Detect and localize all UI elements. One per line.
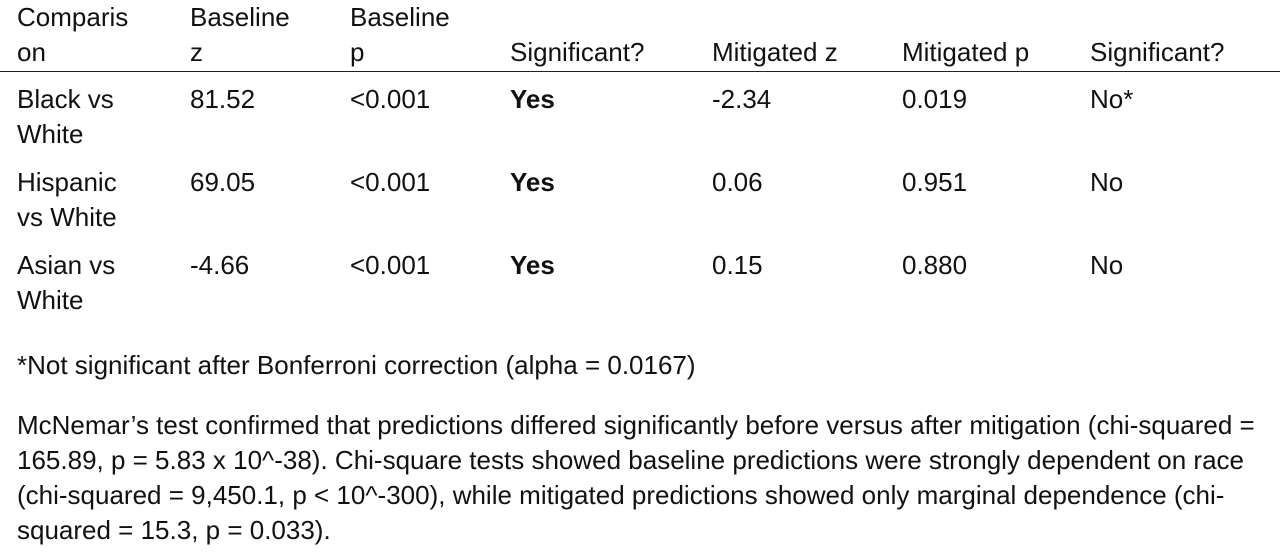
table-cell: Yes: [510, 155, 712, 238]
header-text: Mitigated p: [902, 37, 1030, 67]
header-text: Comparison: [17, 2, 129, 67]
header-text: Baseline z: [190, 2, 290, 67]
table-cell: Hispanic vs White: [17, 155, 190, 238]
table-cell: 81.52: [190, 72, 350, 156]
header-row: Comparison Baseline z Baseline p Significan…: [0, 0, 1280, 72]
header-text: Significant?: [1090, 37, 1225, 67]
header-text: Significant?: [510, 37, 645, 67]
header-cell: Mitigated z: [712, 0, 902, 72]
cell-text: Asian vs White: [17, 250, 116, 315]
table-cell: -2.34: [712, 72, 902, 156]
header-text: Mitigated z: [712, 37, 838, 67]
table-cell: 0.06: [712, 155, 902, 238]
cell-text: 0.06: [712, 167, 763, 197]
cell-text: No: [1090, 250, 1124, 280]
cell-text: <0.001: [350, 167, 431, 197]
table-cell: Black vs White: [17, 72, 190, 156]
paragraph: McNemar’s test confirmed that prediction…: [17, 410, 1255, 545]
header-cell: Mitigated p: [902, 0, 1090, 72]
table-cell: Yes: [510, 238, 712, 321]
cell-text: -2.34: [712, 84, 772, 114]
table-cell: <0.001: [350, 72, 510, 156]
cell-text: No: [1090, 167, 1124, 197]
header-cell: Significant?: [1090, 0, 1280, 72]
cell-text: 0.951: [902, 167, 968, 197]
results-table: Comparison Baseline z Baseline p Significan…: [0, 0, 1280, 322]
table-cell: <0.001: [350, 238, 510, 321]
cell-text: Yes: [510, 250, 555, 280]
table-cell: <0.001: [350, 155, 510, 238]
cell-text: 81.52: [190, 84, 256, 114]
table-row: Black vs White 81.52 <0.001 Yes -2.34 0.019 No…: [0, 72, 1280, 156]
header-cell: Baseline p: [350, 0, 510, 72]
footnote: *Not significant after Bonferroni correc…: [17, 350, 696, 380]
table-cell: 0.880: [902, 238, 1090, 321]
cell-text: Yes: [510, 167, 555, 197]
cell-text: -4.66: [190, 250, 250, 280]
table-cell: 0.15: [712, 238, 902, 321]
table-row: Asian vs White -4.66 <0.001 Yes 0.15 0.880 No: [0, 238, 1280, 321]
cell-text: 0.019: [902, 84, 968, 114]
table-cell: -4.66: [190, 238, 350, 321]
cell-text: Hispanic vs White: [17, 167, 117, 232]
header-cell: Baseline z: [190, 0, 350, 72]
table-cell: No: [1090, 155, 1280, 238]
spacer: [0, 155, 17, 238]
table-cell: 0.951: [902, 155, 1090, 238]
spacer: [0, 238, 17, 321]
spacer: [0, 72, 17, 156]
table-cell: Yes: [510, 72, 712, 156]
table-body: Black vs White 81.52 <0.001 Yes -2.34 0.019 No…: [0, 72, 1280, 322]
cell-text: 0.15: [712, 250, 763, 280]
table-cell: No: [1090, 238, 1280, 321]
cell-text: 0.880: [902, 250, 968, 280]
header-cell: Significant?: [510, 0, 712, 72]
header-text: Baseline p: [350, 2, 450, 67]
header-cell: Comparison: [17, 0, 190, 72]
table-cell: Asian vs White: [17, 238, 190, 321]
cell-text: Black vs White: [17, 84, 114, 149]
table-cell: 69.05: [190, 155, 350, 238]
cell-text: <0.001: [350, 250, 431, 280]
table-row: Hispanic vs White 69.05 <0.001 Yes 0.06 0.951…: [0, 155, 1280, 238]
cell-text: Yes: [510, 84, 555, 114]
cell-text: <0.001: [350, 84, 431, 114]
cell-text: No*: [1090, 84, 1134, 114]
table-cell: No*: [1090, 72, 1280, 156]
table-cell: 0.019: [902, 72, 1090, 156]
spacer: [0, 0, 17, 72]
cell-text: 69.05: [190, 167, 256, 197]
